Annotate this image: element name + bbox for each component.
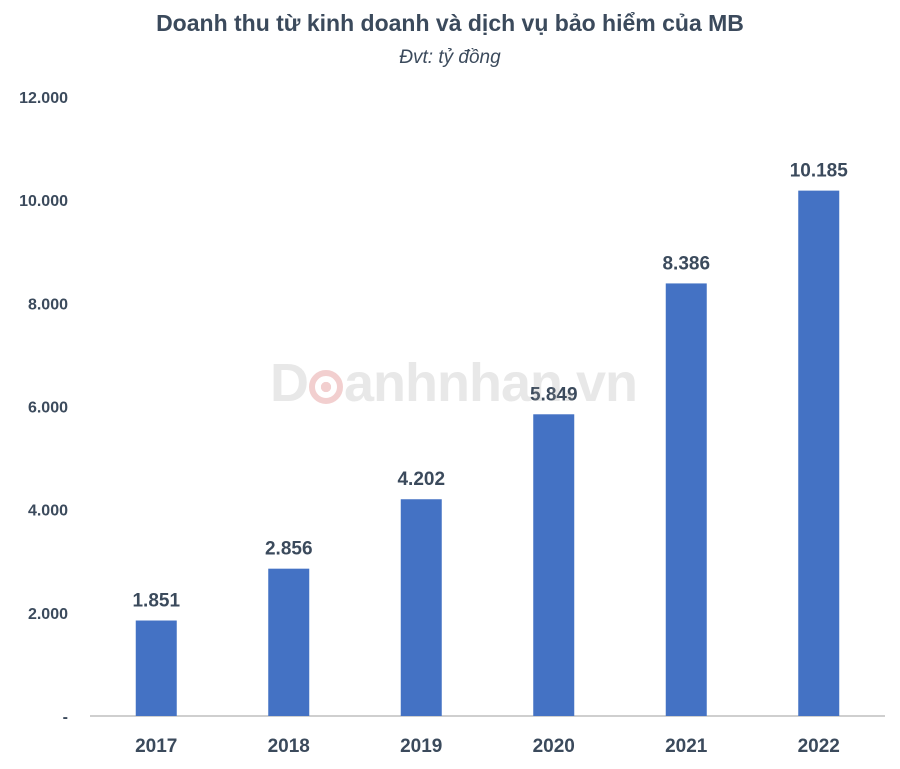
x-tick-label: 2019 <box>400 736 442 757</box>
chart-subtitle: Đvt: tỷ đồng <box>399 47 501 68</box>
data-label: 10.185 <box>790 161 849 182</box>
y-tick-label: - <box>63 709 68 726</box>
bar <box>400 499 442 716</box>
x-tick-label: 2017 <box>135 736 177 757</box>
y-tick-label: 12.000 <box>19 90 68 107</box>
bar <box>135 620 177 716</box>
data-label: 8.386 <box>662 253 710 274</box>
bar <box>665 283 707 716</box>
data-label: 2.856 <box>265 539 313 560</box>
y-tick-label: 8.000 <box>28 296 68 313</box>
data-label: 5.849 <box>530 384 578 405</box>
data-label: 1.851 <box>132 591 180 612</box>
bar <box>268 568 310 716</box>
x-tick-label: 2018 <box>268 736 310 757</box>
data-label: 4.202 <box>397 469 445 490</box>
x-tick-label: 2022 <box>798 736 840 757</box>
y-tick-label: 6.000 <box>28 400 68 417</box>
y-tick-label: 4.000 <box>28 503 68 520</box>
y-tick-label: 2.000 <box>28 606 68 623</box>
y-tick-label: 10.000 <box>19 193 68 210</box>
chart-title: Doanh thu từ kinh doanh và dịch vụ bảo h… <box>156 10 744 36</box>
bar <box>533 414 575 716</box>
bar <box>798 190 840 716</box>
x-tick-label: 2021 <box>665 736 708 757</box>
x-tick-label: 2020 <box>533 736 575 757</box>
